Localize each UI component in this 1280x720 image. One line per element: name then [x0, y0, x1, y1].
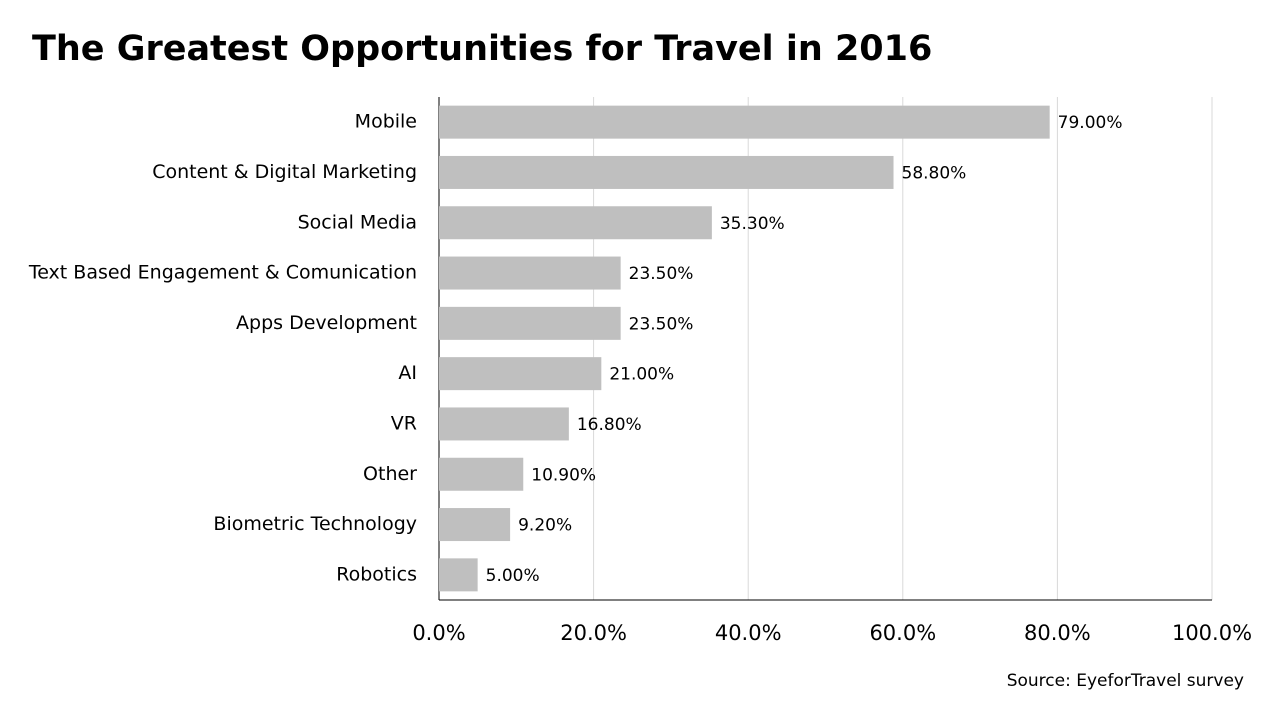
- y-tick-label: Robotics: [336, 563, 417, 585]
- y-tick-label: Mobile: [355, 111, 417, 133]
- value-label: 16.80%: [577, 415, 642, 435]
- x-tick-label: 20.0%: [560, 621, 627, 645]
- x-tick-label: 100.0%: [1172, 621, 1252, 645]
- bar: [439, 155, 894, 189]
- y-tick-label: VR: [391, 412, 417, 434]
- value-label: 10.90%: [531, 465, 596, 485]
- bar: [439, 407, 569, 441]
- bar: [439, 105, 1050, 139]
- bar: [439, 508, 511, 542]
- bar: [439, 558, 478, 592]
- bar: [439, 306, 621, 340]
- value-label: 9.20%: [518, 516, 572, 536]
- source-note: Source: EyeforTravel survey: [1007, 671, 1244, 691]
- y-tick-label: Other: [363, 463, 417, 485]
- value-label: 5.00%: [486, 566, 540, 586]
- bar: [439, 357, 602, 391]
- bar: [439, 457, 524, 491]
- value-label: 23.50%: [629, 314, 694, 334]
- value-label: 79.00%: [1058, 113, 1123, 133]
- chart-title: The Greatest Opportunities for Travel in…: [32, 29, 932, 69]
- bar: [439, 256, 621, 290]
- value-label: 23.50%: [629, 264, 694, 284]
- x-tick-label: 0.0%: [412, 621, 465, 645]
- y-tick-label: Biometric Technology: [213, 513, 417, 535]
- y-tick-label: Social Media: [298, 211, 417, 233]
- x-tick-label: 60.0%: [869, 621, 936, 645]
- value-label: 35.30%: [720, 214, 785, 234]
- x-tick-label: 40.0%: [715, 621, 782, 645]
- value-label: 21.00%: [609, 365, 674, 385]
- x-tick-label: 80.0%: [1024, 621, 1091, 645]
- y-tick-label: Text Based Engagement & Comunication: [28, 262, 417, 284]
- y-tick-label: Content & Digital Marketing: [152, 161, 417, 183]
- bar: [439, 206, 712, 240]
- y-tick-label: Apps Development: [236, 312, 417, 334]
- y-tick-label: AI: [398, 362, 417, 384]
- value-label: 58.80%: [902, 163, 967, 183]
